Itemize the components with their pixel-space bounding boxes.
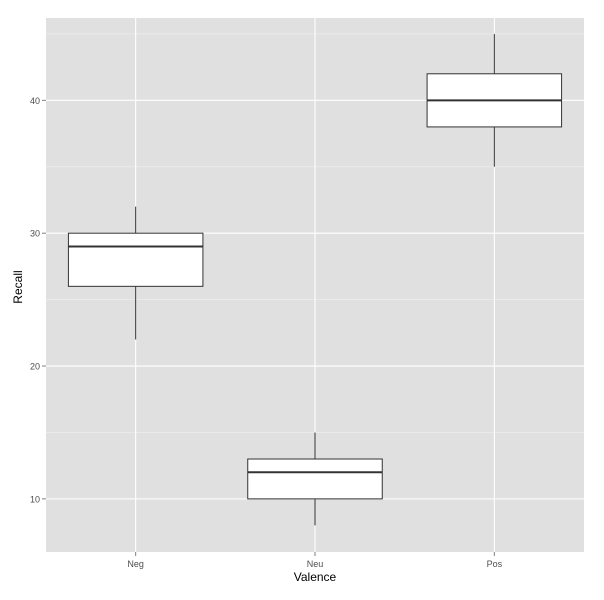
x-tick-label: Neg (127, 559, 144, 569)
box-pos (426, 33, 563, 167)
boxes-layer (67, 33, 563, 526)
y-axis: 10 20 30 40 (30, 96, 46, 504)
x-tick-label: Neu (307, 559, 324, 569)
y-tick-label: 20 (30, 362, 40, 372)
box-iqr (247, 458, 383, 500)
y-tick-label: 40 (30, 96, 40, 106)
x-tick-label: Pos (487, 559, 503, 569)
y-tick-label: 10 (30, 494, 40, 504)
y-axis-title: Recall (11, 270, 25, 303)
y-tick-label: 30 (30, 229, 40, 239)
x-axis-title: Valence (294, 570, 337, 584)
box-iqr (67, 232, 204, 287)
x-axis: Neg Neu Pos (127, 552, 503, 569)
box-neg (67, 206, 204, 340)
box-neu (247, 432, 383, 526)
